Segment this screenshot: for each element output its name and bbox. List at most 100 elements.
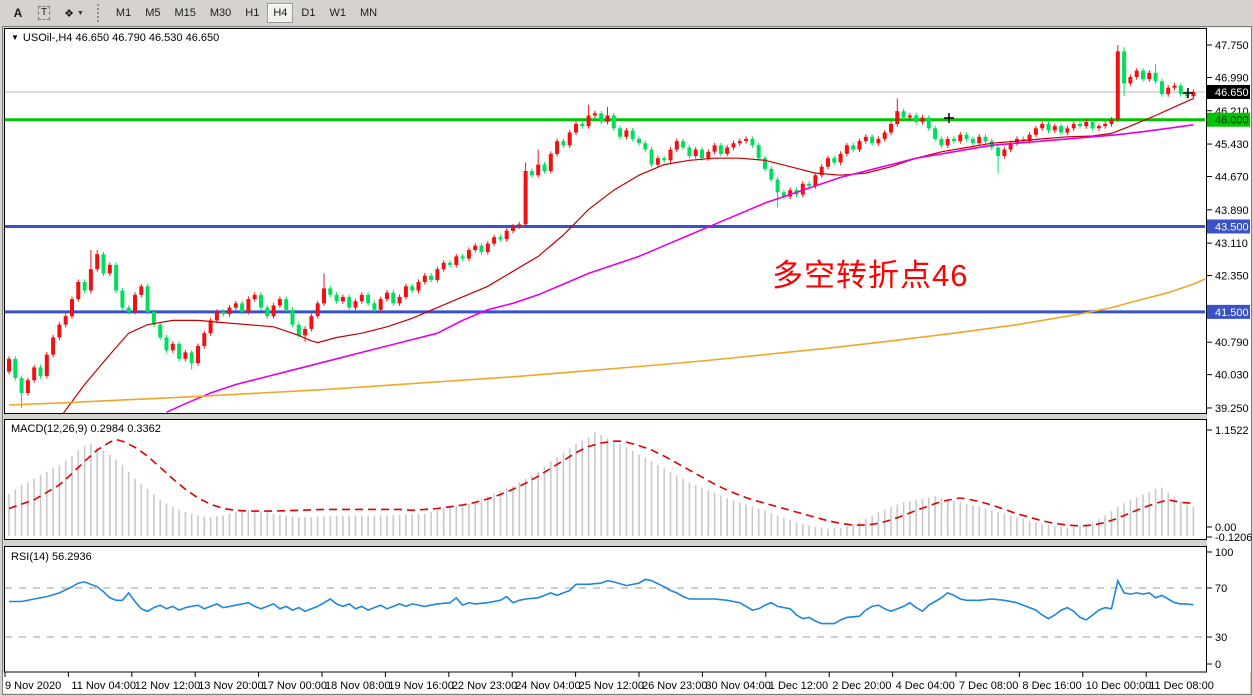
rsi-scale-label: 70 bbox=[1215, 583, 1227, 595]
drawing-tools-button[interactable]: ❖ ▼ bbox=[58, 3, 90, 23]
candle-body bbox=[731, 143, 736, 148]
candle-body bbox=[630, 130, 635, 139]
price-tick-label: 47.750 bbox=[1215, 40, 1249, 52]
rsi-panel bbox=[4, 546, 1207, 673]
timeframe-button-m1[interactable]: M1 bbox=[109, 3, 138, 23]
candle-body bbox=[397, 296, 402, 304]
rsi-scale-label: 0 bbox=[1215, 659, 1221, 671]
candle-body bbox=[107, 264, 112, 274]
x-axis-label: 11 Dec 08:00 bbox=[1149, 680, 1214, 692]
candle-body bbox=[1078, 124, 1082, 127]
candle-body bbox=[32, 367, 37, 381]
timeframe-button-m15[interactable]: M15 bbox=[168, 3, 202, 23]
candle-body bbox=[1008, 143, 1013, 150]
candle-body bbox=[744, 138, 749, 141]
candle-body bbox=[889, 124, 893, 133]
candle-body bbox=[1159, 81, 1164, 95]
price-badge bbox=[1207, 84, 1250, 99]
timeframe-button-m30[interactable]: M30 bbox=[203, 3, 238, 23]
candle-body bbox=[555, 141, 560, 154]
candle-body bbox=[114, 264, 119, 291]
timeframe-button-h4[interactable]: H4 bbox=[267, 3, 294, 23]
macd-scale-label: 1.1522 bbox=[1215, 425, 1249, 437]
candle-body bbox=[448, 262, 452, 265]
collapse-triangle-icon[interactable]: ▼ bbox=[11, 33, 19, 42]
candle-body bbox=[737, 141, 742, 144]
candle-body bbox=[359, 294, 364, 302]
candle-body bbox=[662, 158, 667, 161]
level-lines-layer bbox=[5, 91, 1205, 314]
ma-fast-red bbox=[62, 97, 1194, 413]
candle-body bbox=[19, 378, 24, 393]
candle-body bbox=[454, 256, 459, 265]
candle-body bbox=[202, 333, 207, 346]
candle-body bbox=[347, 296, 352, 308]
candle-body bbox=[1166, 87, 1171, 95]
candle-body bbox=[372, 303, 377, 310]
candle-body bbox=[277, 299, 282, 306]
text-tool-button[interactable]: T bbox=[32, 3, 57, 23]
x-axis-label: 19 Nov 16:00 bbox=[388, 680, 453, 692]
candle-body bbox=[517, 224, 522, 227]
candle-body bbox=[303, 329, 308, 336]
candle-body bbox=[265, 307, 270, 317]
candle-body bbox=[580, 124, 585, 127]
cursor-tool-button[interactable]: A bbox=[6, 3, 30, 23]
price-badge-label: 46.000 bbox=[1215, 115, 1249, 127]
candle-body bbox=[208, 320, 213, 334]
candle-body bbox=[939, 138, 944, 146]
ma-slow-orange bbox=[8, 278, 1205, 406]
price-tick-label: 44.670 bbox=[1215, 172, 1249, 184]
x-axis-label: 17 Nov 00:00 bbox=[262, 680, 327, 692]
rsi-line bbox=[9, 578, 1194, 625]
candle-body bbox=[945, 138, 950, 146]
x-axis-label: 25 Nov 12:00 bbox=[579, 680, 644, 692]
candle-body bbox=[586, 115, 591, 127]
candle-body bbox=[605, 115, 610, 122]
candle-body bbox=[624, 130, 629, 137]
candle-body bbox=[63, 316, 68, 325]
candle-body bbox=[618, 128, 623, 137]
candle-body bbox=[718, 145, 723, 154]
price-tick-label: 43.890 bbox=[1215, 205, 1249, 217]
candle-body bbox=[271, 305, 276, 317]
candle-body bbox=[592, 113, 597, 116]
macd-scale-label: -0.1206 bbox=[1215, 532, 1252, 544]
candle-body bbox=[901, 111, 906, 118]
timeframe-button-d1[interactable]: D1 bbox=[295, 3, 322, 23]
candle-body bbox=[101, 254, 106, 274]
candle-body bbox=[844, 145, 849, 154]
candle-body bbox=[51, 337, 56, 355]
macd-name: MACD(12,26,9) bbox=[11, 423, 88, 435]
timeframe-button-mn[interactable]: MN bbox=[353, 3, 384, 23]
candle-body bbox=[977, 136, 982, 144]
candle-body bbox=[492, 237, 497, 244]
timeframe-button-h1[interactable]: H1 bbox=[239, 3, 266, 23]
candle-body bbox=[681, 141, 686, 148]
x-axis-label: 22 Nov 23:00 bbox=[452, 680, 517, 692]
candle-body bbox=[416, 282, 421, 291]
candle-body bbox=[214, 311, 219, 321]
macd-signal-value: 0.3362 bbox=[127, 423, 161, 435]
cross-marker bbox=[944, 113, 954, 123]
candle-body bbox=[826, 158, 830, 167]
candle-body bbox=[983, 136, 988, 142]
candle-body bbox=[151, 311, 156, 325]
timeframe-button-w1[interactable]: W1 bbox=[323, 3, 352, 23]
ma-mid-magenta bbox=[166, 124, 1194, 413]
candle-body bbox=[574, 124, 578, 133]
candle-body bbox=[1027, 134, 1032, 142]
timeframe-button-m5[interactable]: M5 bbox=[139, 3, 167, 23]
chart-text-annotation[interactable]: 多空转折点46 bbox=[772, 258, 969, 293]
candle-body bbox=[536, 164, 541, 176]
macd-indicator-label: MACD(12,26,9) 0.2984 0.3362 bbox=[11, 423, 161, 435]
candle-body bbox=[504, 230, 509, 240]
candle-body bbox=[674, 141, 679, 150]
candle-body bbox=[227, 307, 232, 314]
candle-body bbox=[1052, 126, 1057, 131]
candle-body bbox=[819, 166, 824, 176]
candle-body bbox=[611, 115, 616, 129]
candle-body bbox=[643, 143, 648, 150]
